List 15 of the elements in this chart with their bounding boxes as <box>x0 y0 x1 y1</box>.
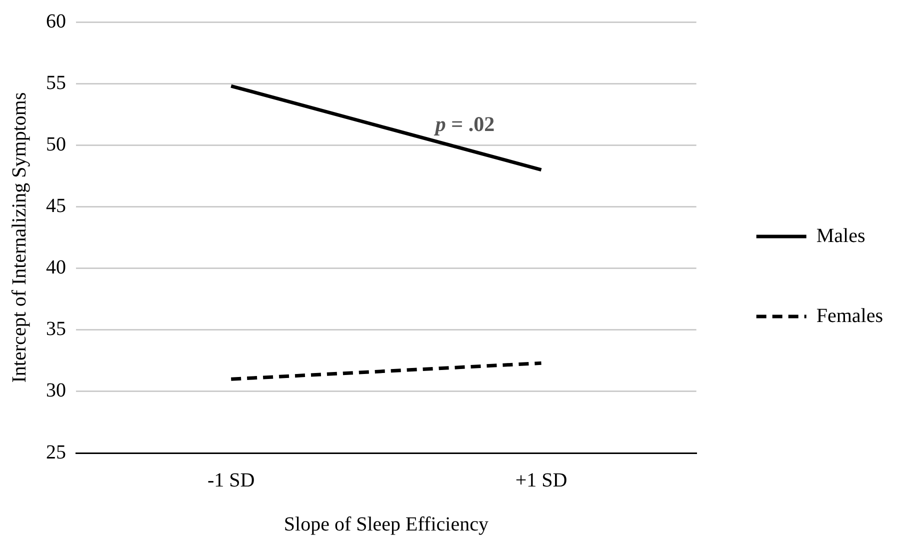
legend-label: Females <box>816 304 884 327</box>
annotation: p = .02 <box>433 112 495 136</box>
y-tick-label: 25 <box>46 441 66 464</box>
y-tick-label: 30 <box>46 380 66 402</box>
y-tick-label: 60 <box>46 10 66 32</box>
x-tick-label: +1 SD <box>515 469 568 492</box>
y-tick-label: 35 <box>46 318 66 340</box>
y-tick-label: 45 <box>46 194 66 217</box>
y-tick-label: 40 <box>46 256 66 279</box>
y-axis-title: Intercept of Internalizing Symptoms <box>8 92 30 383</box>
x-tick-label: -1 SD <box>207 469 255 492</box>
y-tick-label: 50 <box>46 133 66 156</box>
legend-label: Males <box>816 224 866 247</box>
y-tick-label: 55 <box>46 72 66 94</box>
x-axis-title: Slope of Sleep Efficiency <box>284 513 488 536</box>
